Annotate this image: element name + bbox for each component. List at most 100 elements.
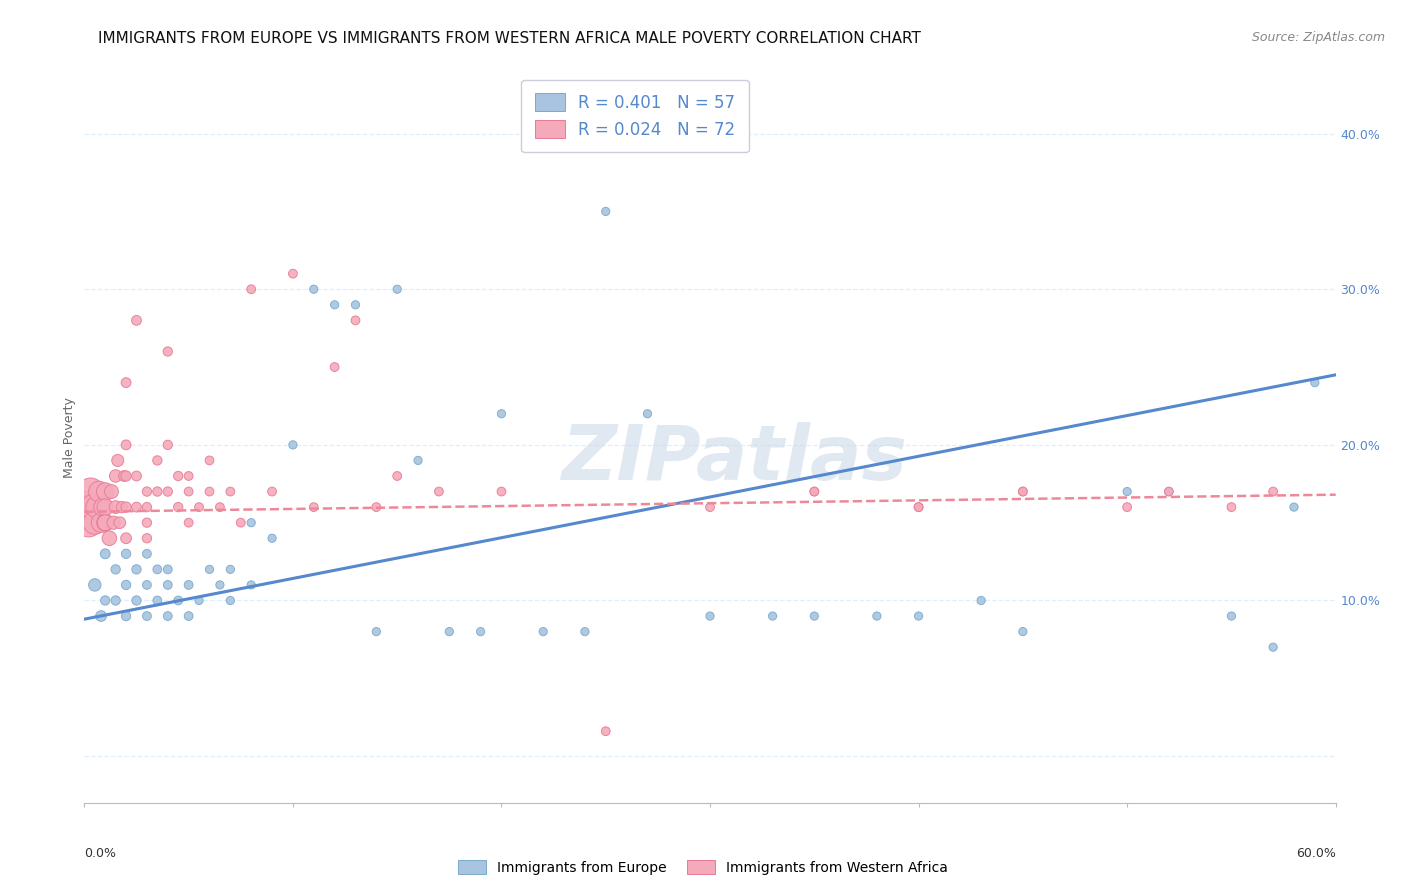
Point: [803, 484, 825, 499]
Point: [637, 407, 659, 421]
Point: [115, 531, 138, 545]
Point: [1220, 500, 1243, 515]
Point: [94, 516, 117, 530]
Point: [135, 500, 157, 515]
Point: [135, 547, 157, 561]
Point: [385, 282, 409, 296]
Point: [531, 624, 554, 639]
Point: [762, 609, 785, 624]
Point: [104, 562, 127, 576]
Point: [1157, 484, 1180, 499]
Point: [262, 531, 284, 545]
Point: [219, 484, 242, 499]
Point: [344, 298, 367, 312]
Point: [188, 500, 211, 515]
Point: [115, 376, 138, 390]
Point: [366, 624, 388, 639]
Point: [208, 500, 231, 515]
Point: [970, 593, 993, 607]
Point: [135, 531, 157, 545]
Point: [98, 531, 121, 545]
Point: [1261, 484, 1284, 499]
Point: [470, 624, 492, 639]
Point: [1012, 484, 1035, 499]
Point: [262, 484, 284, 499]
Point: [595, 204, 617, 219]
Point: [366, 500, 388, 515]
Point: [803, 609, 825, 624]
Point: [125, 313, 148, 327]
Point: [104, 593, 127, 607]
Point: [91, 500, 114, 515]
Point: [699, 609, 721, 624]
Point: [94, 500, 117, 515]
Point: [491, 484, 513, 499]
Point: [100, 484, 122, 499]
Point: [1116, 484, 1139, 499]
Point: [135, 609, 157, 624]
Point: [240, 282, 263, 296]
Legend: R = 0.401   N = 57, R = 0.024   N = 72: R = 0.401 N = 57, R = 0.024 N = 72: [522, 79, 748, 152]
Point: [177, 516, 200, 530]
Point: [1282, 500, 1305, 515]
Point: [385, 469, 409, 483]
Point: [323, 359, 346, 374]
Point: [167, 500, 190, 515]
Point: [803, 484, 825, 499]
Point: [439, 624, 461, 639]
Point: [156, 344, 179, 359]
Point: [240, 578, 263, 592]
Point: [135, 578, 157, 592]
Point: [219, 562, 242, 576]
Point: [156, 609, 179, 624]
Point: [156, 438, 179, 452]
Point: [86, 500, 108, 515]
Point: [94, 484, 117, 499]
Point: [115, 547, 138, 561]
Point: [112, 469, 135, 483]
Point: [344, 313, 367, 327]
Text: 0.0%: 0.0%: [84, 847, 117, 860]
Text: 60.0%: 60.0%: [1296, 847, 1336, 860]
Point: [281, 438, 304, 452]
Point: [108, 516, 131, 530]
Point: [90, 516, 112, 530]
Point: [1116, 500, 1139, 515]
Point: [146, 453, 169, 467]
Point: [177, 609, 200, 624]
Point: [125, 469, 148, 483]
Point: [491, 407, 513, 421]
Y-axis label: Male Poverty: Male Poverty: [63, 397, 76, 477]
Point: [146, 562, 169, 576]
Point: [595, 724, 617, 739]
Point: [177, 469, 200, 483]
Point: [1157, 484, 1180, 499]
Point: [115, 469, 138, 483]
Point: [1012, 624, 1035, 639]
Point: [83, 516, 105, 530]
Text: Source: ZipAtlas.com: Source: ZipAtlas.com: [1251, 31, 1385, 45]
Point: [156, 562, 179, 576]
Point: [83, 578, 105, 592]
Point: [156, 578, 179, 592]
Text: ZIPatlas: ZIPatlas: [562, 422, 908, 496]
Point: [156, 484, 179, 499]
Point: [135, 516, 157, 530]
Point: [87, 484, 110, 499]
Point: [323, 298, 346, 312]
Point: [1261, 640, 1284, 655]
Point: [866, 609, 889, 624]
Point: [115, 500, 138, 515]
Point: [198, 484, 221, 499]
Point: [104, 500, 127, 515]
Point: [75, 500, 97, 515]
Point: [79, 484, 101, 499]
Point: [77, 516, 100, 530]
Point: [103, 516, 125, 530]
Point: [177, 484, 200, 499]
Point: [302, 500, 325, 515]
Point: [281, 267, 304, 281]
Point: [699, 500, 721, 515]
Point: [406, 453, 429, 467]
Point: [302, 282, 325, 296]
